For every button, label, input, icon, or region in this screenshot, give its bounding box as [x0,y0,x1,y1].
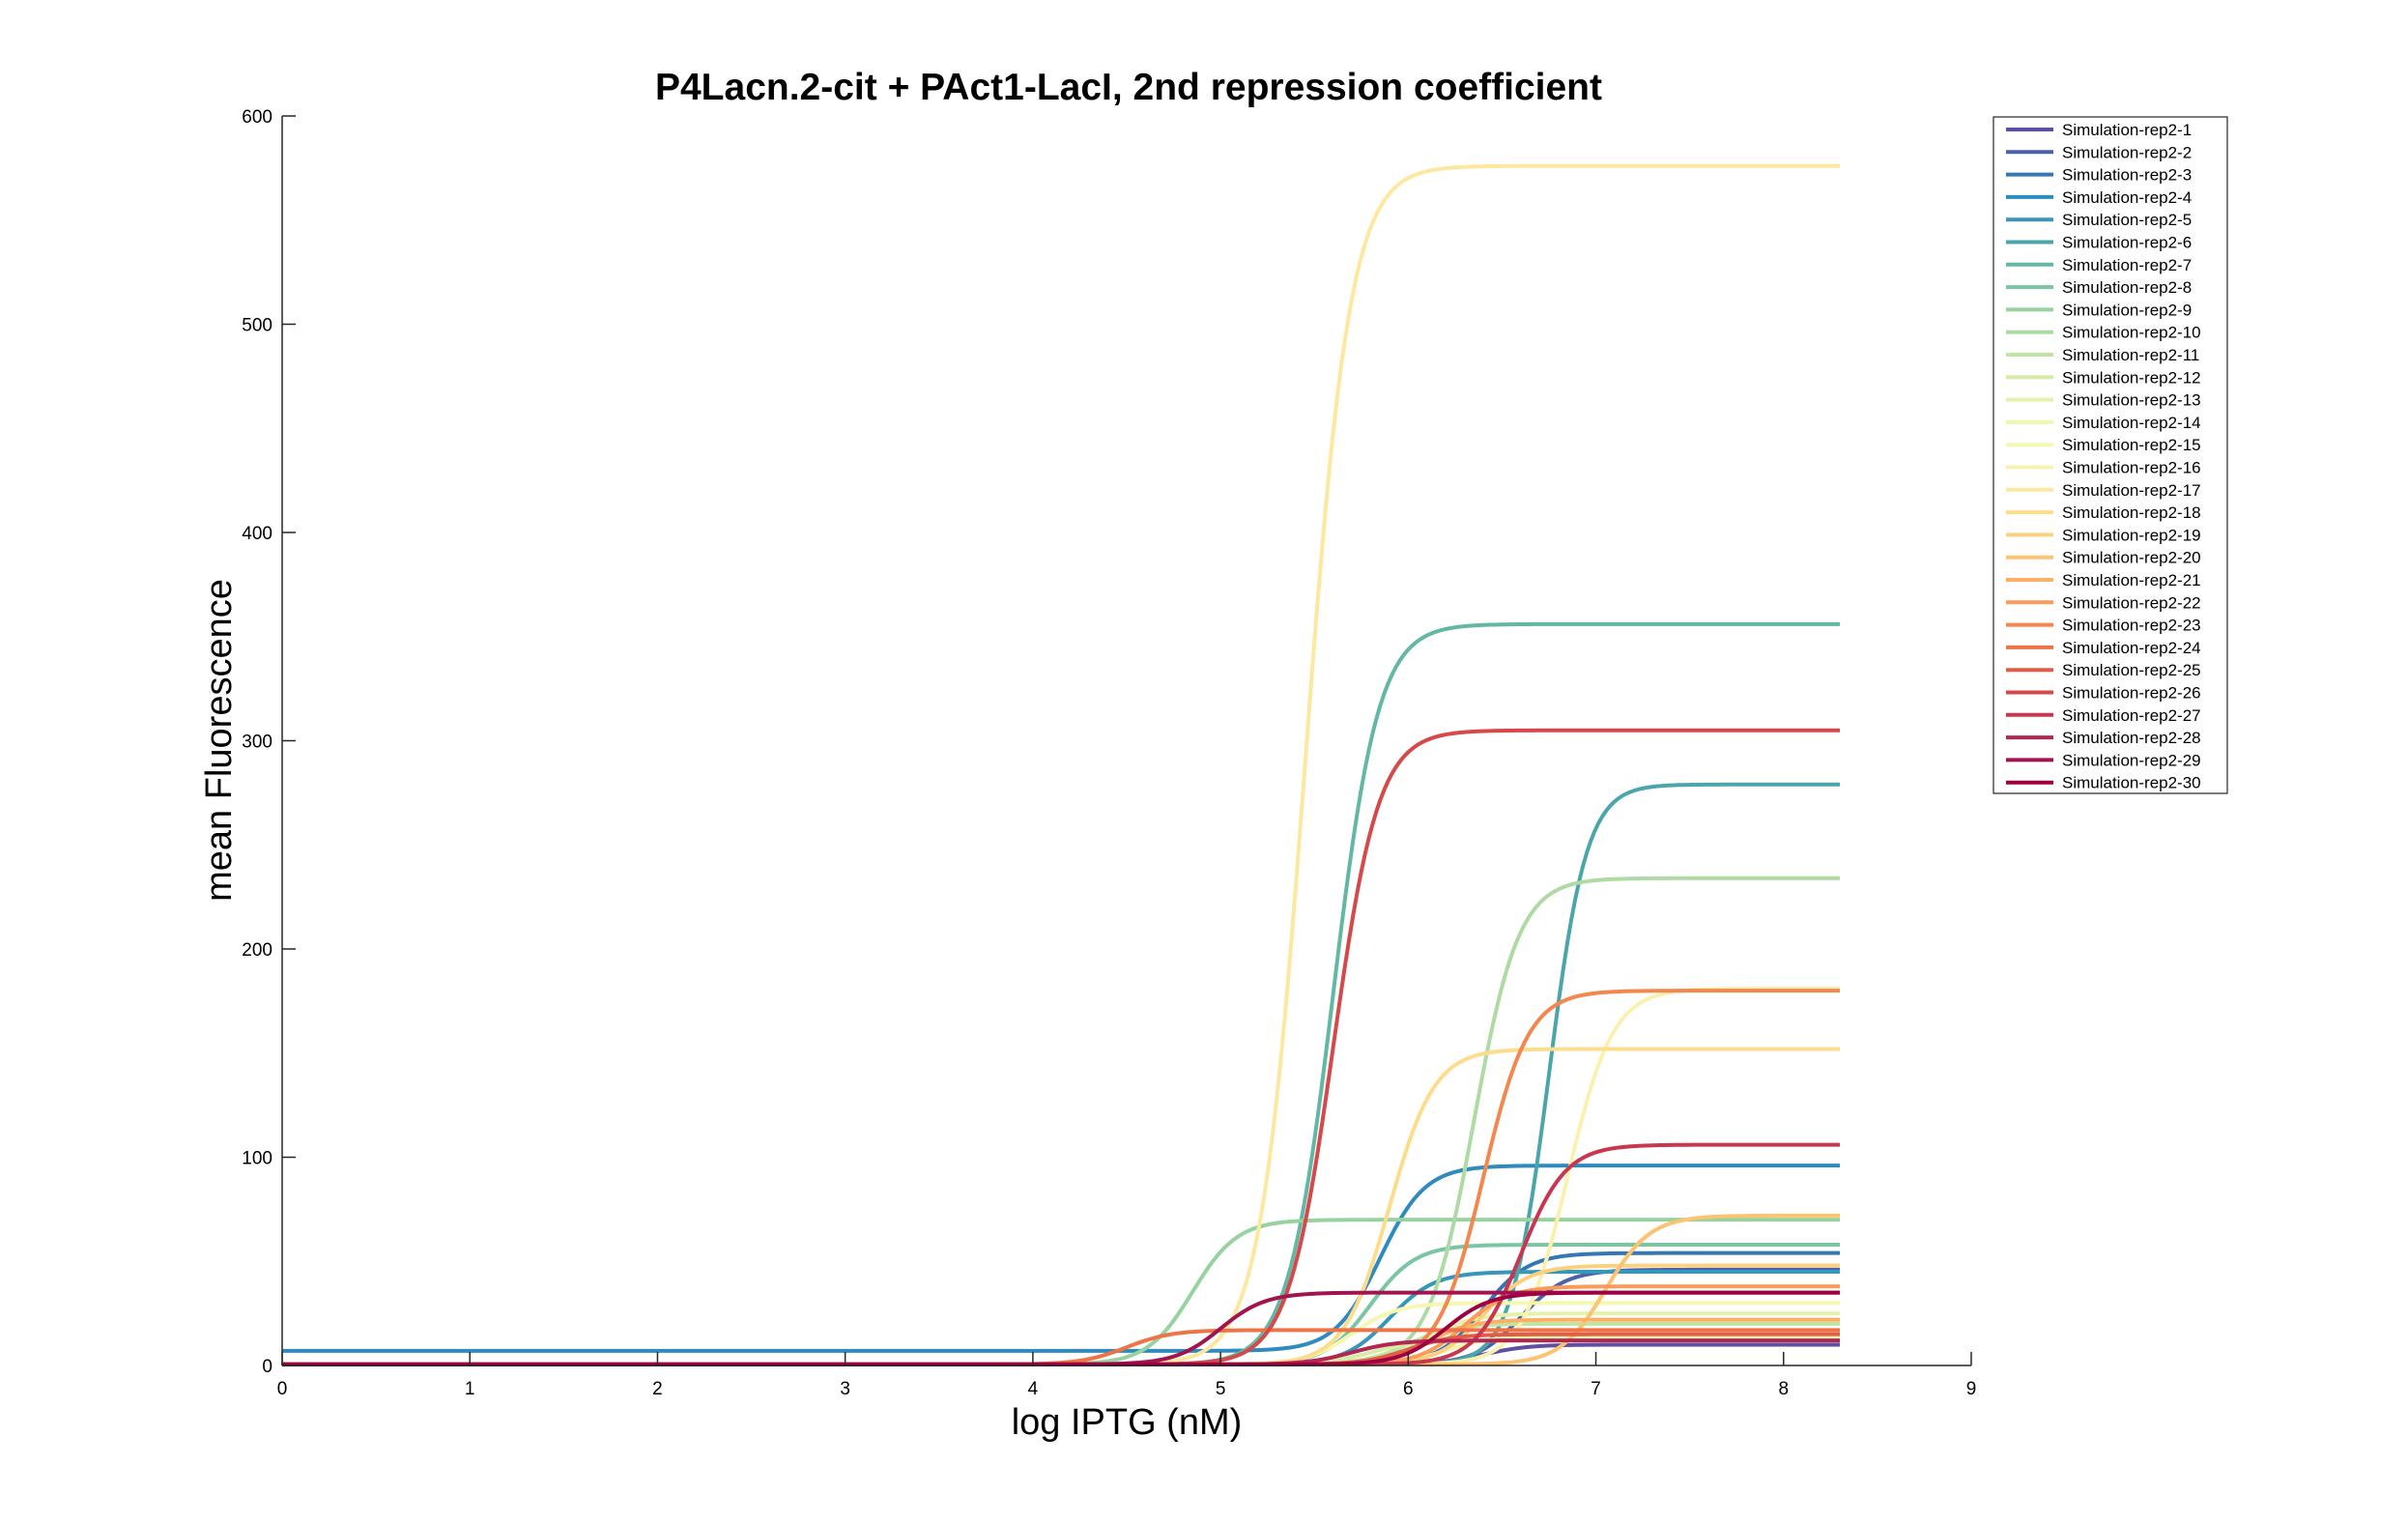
legend-entry-label: Simulation-rep2-4 [2062,188,2192,207]
legend-entry-label: Simulation-rep2-29 [2062,751,2201,769]
legend-entry-label: Simulation-rep2-7 [2062,256,2192,274]
legend-entry-label: Simulation-rep2-14 [2062,414,2201,432]
legend-entry-label: Simulation-rep2-27 [2062,706,2201,725]
series-line-18 [282,1047,1841,1366]
legend-entry-label: Simulation-rep2-25 [2062,661,2201,679]
x-tick-label: 0 [277,1379,288,1399]
legend-entry-label: Simulation-rep2-17 [2062,481,2201,500]
plot-area: 0 1 2 3 4 5 6 7 8 9 0 100 200 300 400 500 600 [242,107,1976,1399]
legend-items: Simulation-rep2-1 Simulation-rep2-2 Simula… [2006,121,2201,792]
axes [281,116,1971,1366]
legend-entry-label: Simulation-rep2-23 [2062,617,2201,635]
legend-entry-label: Simulation-rep2-12 [2062,368,2201,387]
legend-entry-label: Simulation-rep2-16 [2062,459,2201,477]
x-tick-label: 4 [1028,1379,1039,1399]
legend-entry-label: Simulation-rep2-19 [2062,526,2201,544]
series-line-3 [282,1250,1841,1366]
legend-entry-label: Simulation-rep2-3 [2062,166,2192,185]
legend-entry-label: Simulation-rep2-28 [2062,729,2201,747]
series-line-17 [282,163,1841,1366]
y-tick-label: 200 [242,940,272,961]
y-ticks: 0 100 200 300 400 500 600 [242,107,296,1377]
x-tick-label: 2 [652,1379,663,1399]
legend-entry-label: Simulation-rep2-2 [2062,143,2192,161]
y-tick-label: 0 [262,1357,272,1377]
x-tick-label: 1 [465,1379,475,1399]
x-tick-label: 5 [1216,1379,1226,1399]
legend-entry-label: Simulation-rep2-21 [2062,571,2201,589]
legend-entry-label: Simulation-rep2-6 [2062,234,2192,252]
x-tick-label: 8 [1778,1379,1789,1399]
x-tick-label: 7 [1591,1379,1601,1399]
legend-entry-label: Simulation-rep2-11 [2062,346,2199,364]
x-ticks: 0 1 2 3 4 5 6 7 8 9 [277,1352,1977,1399]
legend-entry-label: Simulation-rep2-26 [2062,684,2201,703]
legend-entry-label: Simulation-rep2-15 [2062,436,2201,454]
legend-entry-label: Simulation-rep2-9 [2062,301,2192,319]
legend-entry-label: Simulation-rep2-10 [2062,324,2201,342]
legend-entry-label: Simulation-rep2-20 [2062,549,2201,567]
y-tick-label: 600 [242,107,272,128]
legend-entry-label: Simulation-rep2-5 [2062,211,2192,229]
series-line-4 [282,1164,1841,1353]
y-tick-label: 500 [242,316,272,336]
legend-entry-label: Simulation-rep2-1 [2062,121,2192,139]
chart-title: P4Lacn.2-cit + PAct1-LacI, 2nd repressio… [655,67,1602,108]
x-tick-label: 9 [1966,1379,1977,1399]
x-axis-label: log IPTG (nM) [1012,1402,1243,1443]
series-line-30 [282,1290,1841,1366]
series-line-16 [282,986,1841,1366]
legend: Simulation-rep2-1 Simulation-rep2-2 Simula… [1992,116,2228,794]
y-axis-label: mean Fluorescence [199,579,240,902]
y-tick-label: 100 [242,1149,272,1169]
x-tick-label: 3 [840,1379,850,1399]
legend-entry-label: Simulation-rep2-24 [2062,639,2201,657]
legend-entry-label: Simulation-rep2-13 [2062,391,2201,410]
x-tick-label: 6 [1403,1379,1414,1399]
legend-entry-label: Simulation-rep2-8 [2062,278,2192,297]
series-lines [282,163,1841,1366]
legend-entry-label: Simulation-rep2-18 [2062,503,2201,522]
y-tick-label: 300 [242,733,272,753]
legend-entry-label: Simulation-rep2-30 [2062,774,2201,792]
y-tick-label: 400 [242,524,272,544]
legend-entry-label: Simulation-rep2-22 [2062,593,2201,612]
legend-box [1992,116,2228,794]
series-line-6 [282,782,1841,1366]
